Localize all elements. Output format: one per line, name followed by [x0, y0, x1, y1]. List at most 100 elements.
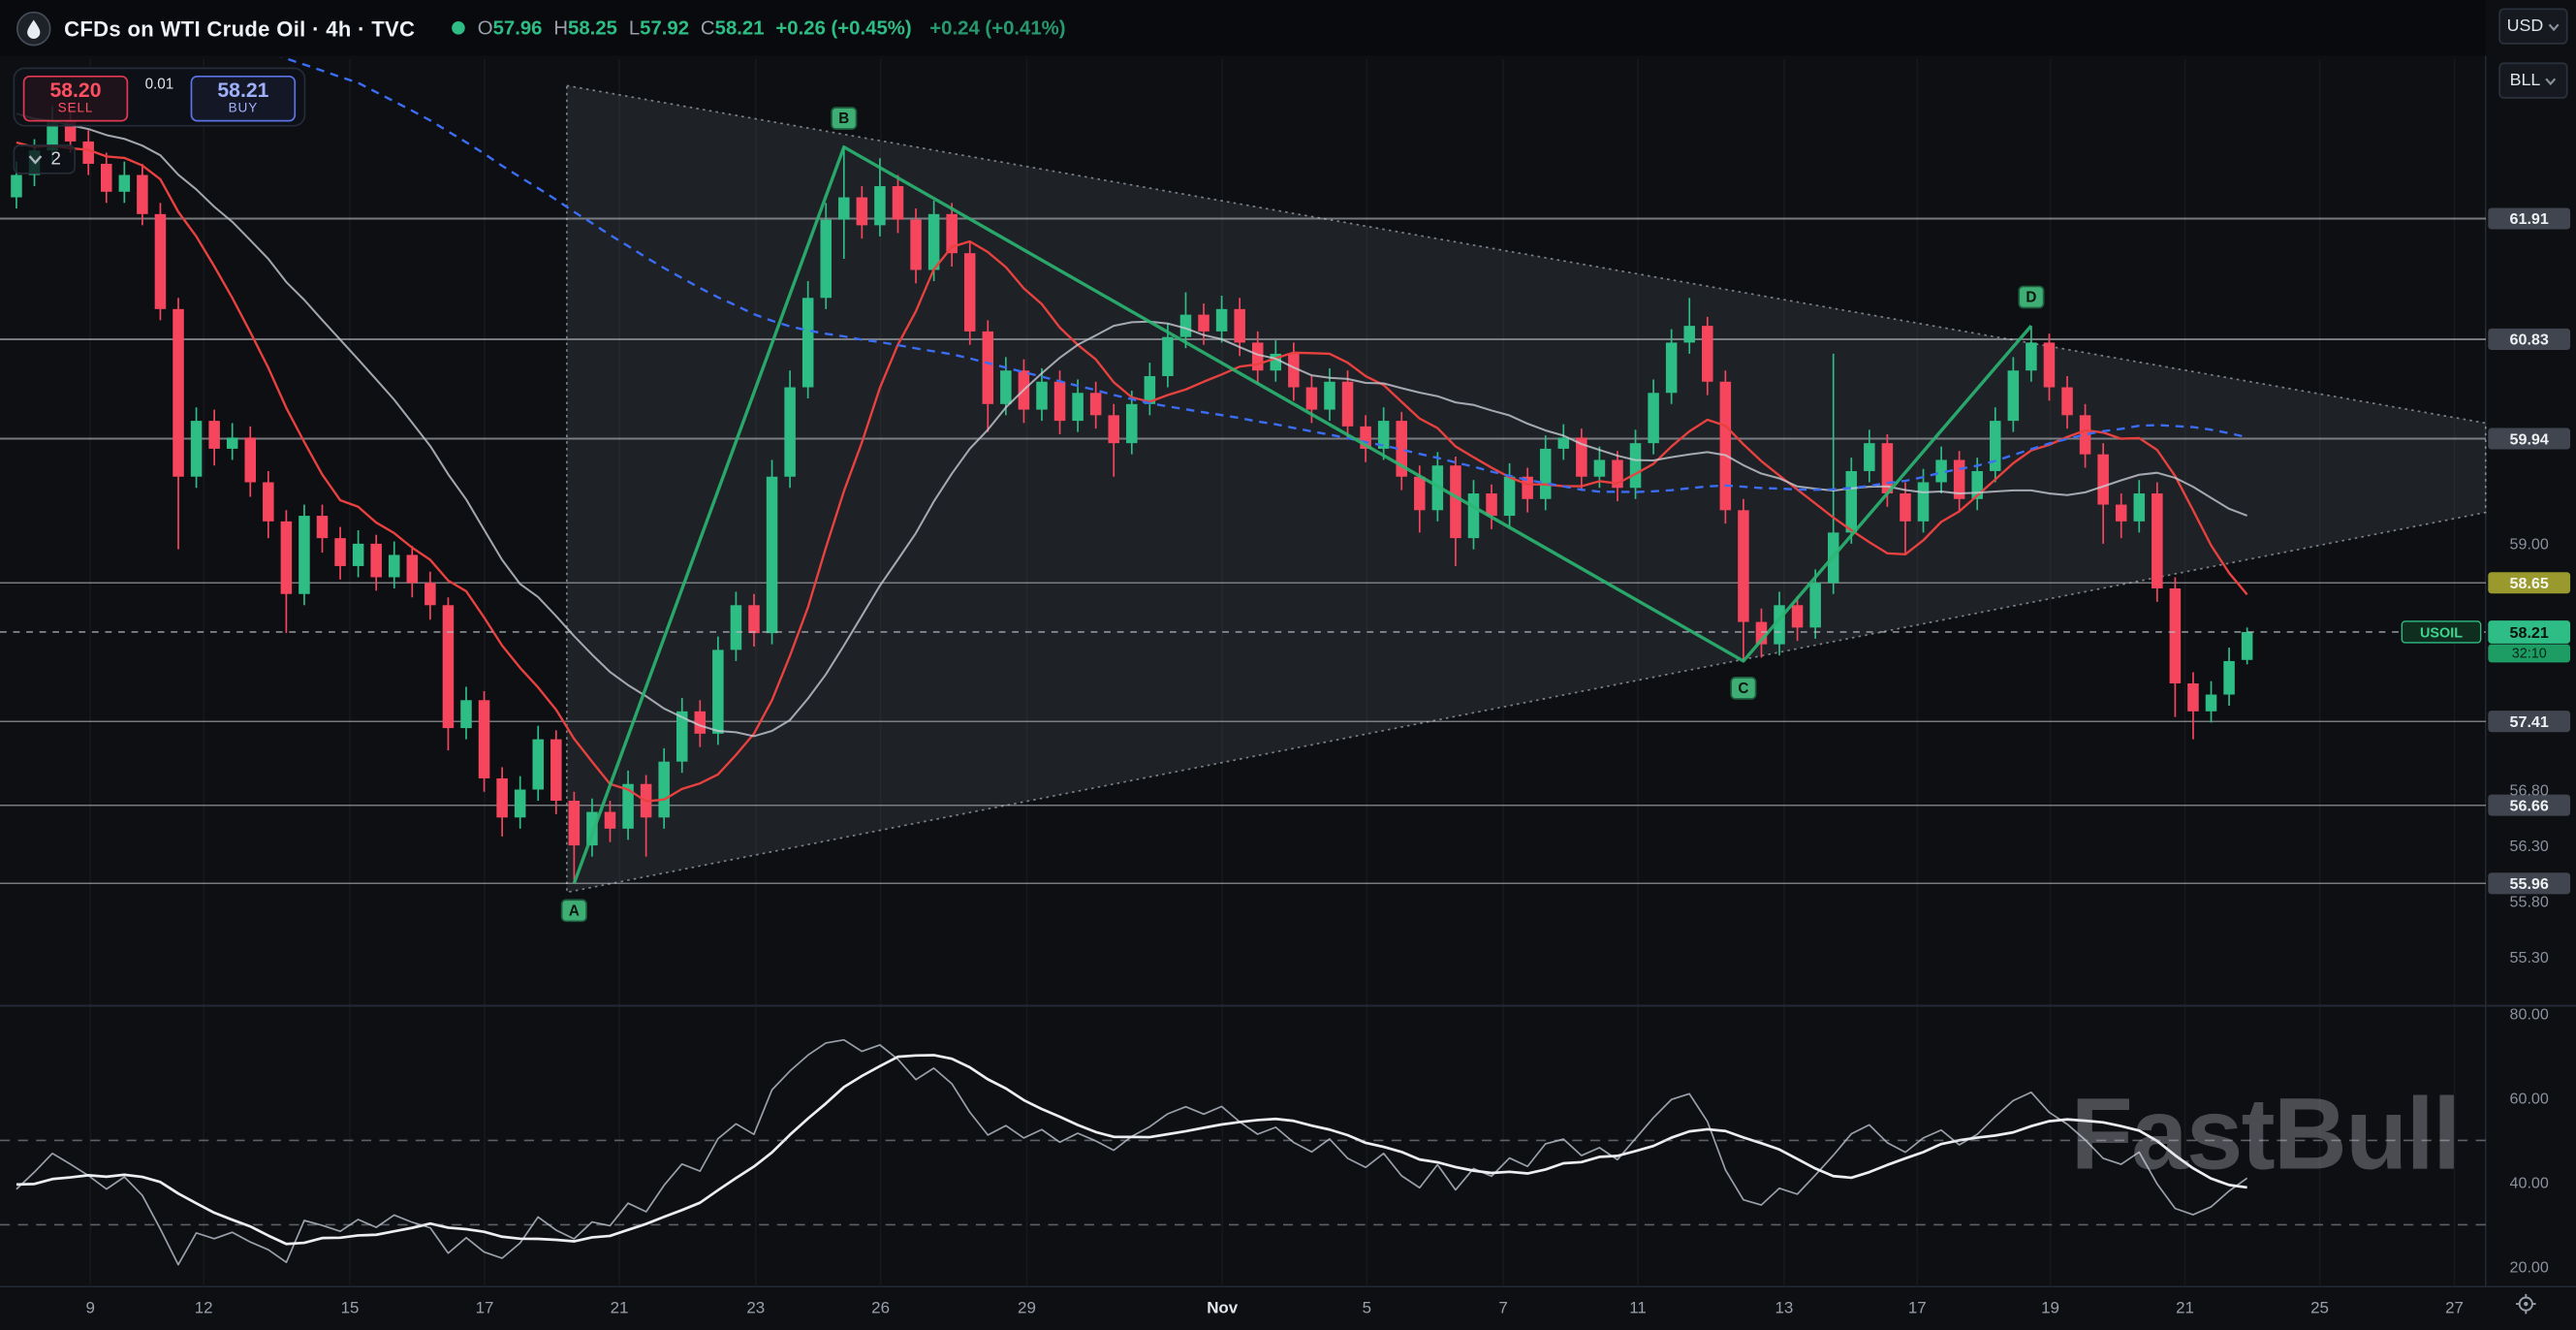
candle[interactable] [1360, 415, 1371, 462]
candle[interactable] [1755, 608, 1768, 658]
candle[interactable] [1179, 292, 1192, 349]
candle[interactable] [1683, 298, 1695, 354]
candle[interactable] [1629, 429, 1642, 499]
ma-line-sma10[interactable] [16, 141, 2248, 803]
unit-select[interactable]: BLL [2498, 62, 2568, 99]
candle[interactable] [675, 697, 688, 774]
candle[interactable] [982, 320, 994, 432]
objects-tree-chip[interactable]: 2 [13, 144, 77, 174]
axis-settings-icon[interactable] [2515, 1292, 2536, 1322]
candle[interactable] [298, 504, 310, 606]
candle[interactable] [118, 161, 131, 204]
candle[interactable] [173, 298, 184, 550]
candle[interactable] [1935, 446, 1947, 494]
candle[interactable] [2043, 333, 2056, 401]
candle[interactable] [460, 686, 472, 740]
candle[interactable] [280, 510, 293, 634]
candle[interactable] [1917, 468, 1930, 533]
candle[interactable] [406, 546, 419, 598]
candle[interactable] [1144, 363, 1156, 416]
candle[interactable] [190, 407, 203, 489]
chart-title[interactable]: CFDs on WTI Crude Oil · 4h · TVC [64, 16, 416, 41]
candle[interactable] [1557, 424, 1570, 460]
candlestick-series[interactable] [11, 106, 2253, 884]
candle[interactable] [1953, 451, 1965, 513]
candle[interactable] [2115, 493, 2127, 539]
candle[interactable] [2223, 648, 2235, 707]
candle[interactable] [2169, 577, 2182, 717]
rsi-ma-line[interactable] [16, 1054, 2247, 1246]
candle[interactable] [1809, 569, 1821, 639]
ma-line-sma20[interactable] [16, 112, 2248, 738]
candle[interactable] [2061, 375, 2073, 429]
candle[interactable] [82, 130, 94, 175]
candle[interactable] [1665, 329, 1678, 404]
candle[interactable] [1072, 379, 1084, 432]
price-axis[interactable]: 61.91 60.83 59.94 58.65 57.41 56.66 55.96 59.00… [2488, 207, 2571, 1277]
candle[interactable] [568, 791, 581, 884]
candle[interactable] [801, 281, 814, 399]
candle[interactable] [514, 776, 526, 829]
candle[interactable] [442, 597, 455, 751]
candle[interactable] [748, 593, 760, 647]
candle[interactable] [838, 146, 850, 259]
candle[interactable] [1467, 480, 1480, 550]
candle[interactable] [1522, 467, 1533, 513]
candle[interactable] [1251, 331, 1264, 385]
currency-select[interactable]: USD [2498, 8, 2568, 45]
candle[interactable] [532, 725, 545, 802]
candle[interactable] [1503, 462, 1516, 527]
candle[interactable] [1108, 403, 1119, 477]
candle[interactable] [226, 423, 238, 460]
candle[interactable] [1900, 482, 1911, 555]
candle[interactable] [1738, 498, 1749, 661]
candle[interactable] [604, 801, 616, 842]
candle[interactable] [1702, 316, 1713, 396]
candle[interactable] [1990, 407, 2001, 483]
time-axis[interactable]: 9 12 15 17 21 23 26 29 Nov 5 7 11 13 17 19 21 25 27 [86, 1298, 2464, 1316]
buy-button[interactable]: 58.21 BUY [190, 75, 297, 122]
candle[interactable] [820, 203, 832, 309]
candle[interactable] [1612, 451, 1623, 502]
candle[interactable] [388, 541, 400, 589]
candle[interactable] [946, 203, 958, 268]
abcd-pattern[interactable] [572, 144, 2033, 884]
candle[interactable] [1864, 429, 1875, 483]
candle[interactable] [1162, 323, 1174, 388]
candle[interactable] [622, 770, 634, 840]
candle[interactable] [694, 700, 707, 747]
candle[interactable] [2205, 681, 2217, 723]
sell-button[interactable]: 58.20 SELL [22, 75, 129, 122]
candle[interactable] [784, 370, 796, 489]
candle[interactable] [1648, 379, 1659, 455]
candle[interactable] [316, 504, 329, 554]
candle[interactable] [1270, 340, 1282, 382]
candle[interactable] [1774, 591, 1785, 656]
candle[interactable] [1089, 381, 1102, 429]
candle[interactable] [892, 174, 904, 234]
candle[interactable] [263, 470, 274, 539]
candle[interactable] [2133, 480, 2146, 533]
candle[interactable] [2097, 443, 2109, 544]
candle[interactable] [208, 409, 220, 466]
candle[interactable] [658, 747, 670, 829]
candle[interactable] [1198, 303, 1209, 345]
candle[interactable] [154, 203, 167, 321]
moving-averages[interactable] [16, 0, 2248, 803]
candle[interactable] [1576, 428, 1587, 491]
candle[interactable] [2241, 627, 2253, 665]
candle[interactable] [874, 158, 886, 237]
candle[interactable] [1341, 370, 1354, 440]
candle[interactable] [1791, 596, 1804, 642]
candle[interactable] [2007, 357, 2020, 432]
candle[interactable] [766, 459, 778, 645]
candle[interactable] [2079, 403, 2091, 468]
candle[interactable] [100, 152, 112, 204]
candle[interactable] [334, 526, 346, 580]
candle[interactable] [1215, 295, 1228, 343]
candle[interactable] [1396, 411, 1407, 491]
oscillator-pane[interactable] [16, 1038, 2248, 1266]
market-status-dot[interactable] [451, 21, 465, 35]
candle[interactable] [2187, 672, 2199, 740]
